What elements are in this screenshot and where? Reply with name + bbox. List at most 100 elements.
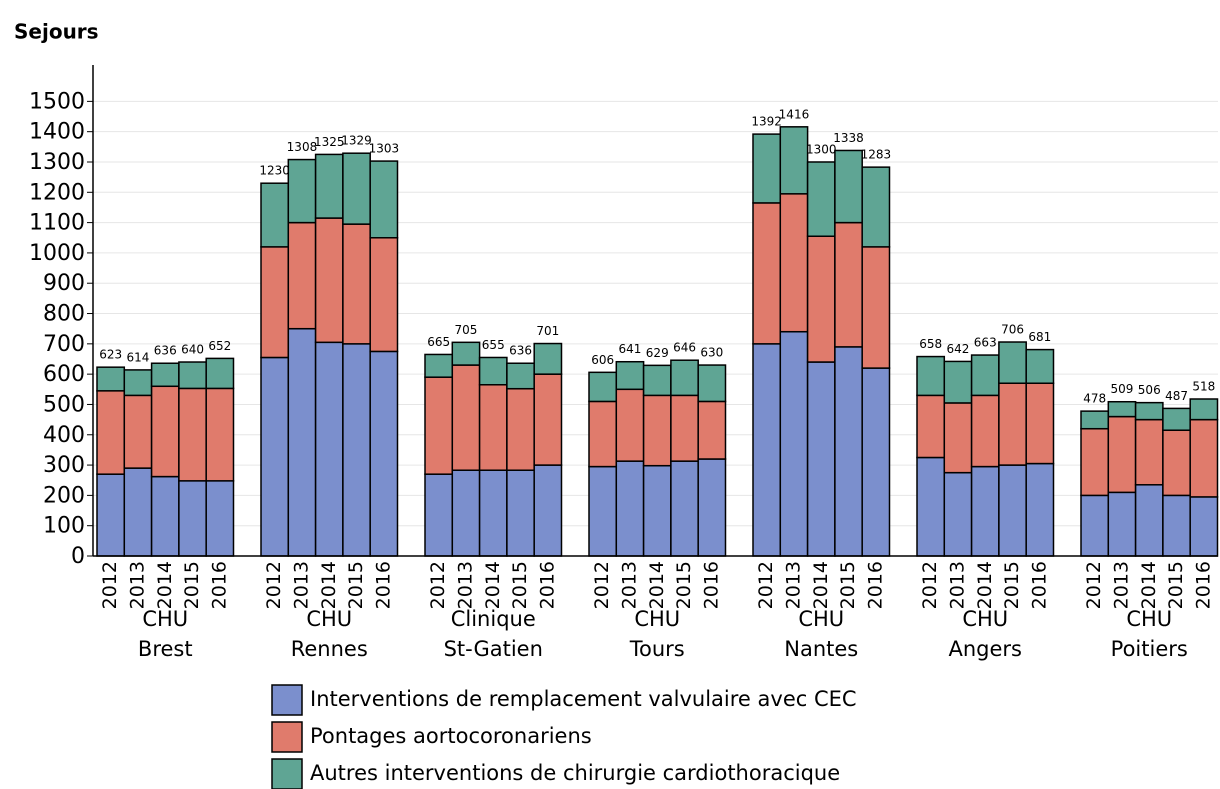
y-tick-label: 900 xyxy=(43,271,85,296)
bar-segment xyxy=(314,217,344,344)
bar-segment xyxy=(943,471,973,557)
total-label: 606 xyxy=(591,353,614,367)
x-tick-label: 2012 xyxy=(99,561,121,609)
bar-segment xyxy=(642,364,672,397)
y-tick-label: 1000 xyxy=(29,241,85,266)
bar-segment xyxy=(861,246,891,369)
bar-segment xyxy=(150,385,180,478)
legend-swatch xyxy=(271,758,303,789)
bar-segment xyxy=(1080,427,1110,497)
total-label: 636 xyxy=(154,344,177,358)
bar-segment xyxy=(342,152,371,225)
bar-segment xyxy=(369,160,399,239)
bar-segment xyxy=(314,341,344,557)
y-tick-label: 0 xyxy=(71,544,85,569)
total-label: 642 xyxy=(946,342,969,356)
total-label: 665 xyxy=(427,335,450,349)
total-label: 705 xyxy=(454,323,477,337)
bar-segment xyxy=(260,356,290,557)
bar-segment xyxy=(287,327,317,557)
x-tick-label: 2015 xyxy=(1165,561,1187,609)
bar-segment xyxy=(1107,400,1137,418)
bar-segment xyxy=(314,153,344,219)
bar-segment xyxy=(861,166,891,248)
x-tick-label: 2013 xyxy=(946,561,968,609)
x-tick-label: 2015 xyxy=(1001,561,1023,609)
group-label: CHU xyxy=(142,607,188,631)
x-tick-label: 2012 xyxy=(755,561,777,609)
total-label: 630 xyxy=(700,346,723,360)
total-label: 655 xyxy=(482,338,505,352)
total-label: 1230 xyxy=(259,164,290,178)
x-tick-label: 2015 xyxy=(837,561,859,609)
bar-segment xyxy=(697,458,727,557)
group-label: St-Gatien xyxy=(444,637,543,661)
legend-label: Pontages aortocoronariens xyxy=(310,724,592,748)
total-label: 706 xyxy=(1001,323,1024,337)
x-tick-label: 2016 xyxy=(1192,561,1214,609)
total-label: 614 xyxy=(126,350,149,364)
x-tick-label: 2012 xyxy=(1083,561,1105,609)
bar-segment xyxy=(1025,382,1055,465)
total-label: 646 xyxy=(673,341,696,355)
bar-segment xyxy=(150,362,180,388)
bar-segment xyxy=(916,394,946,459)
bar-segment xyxy=(287,158,317,224)
x-tick-label: 2015 xyxy=(181,561,203,609)
bar-segment xyxy=(96,473,126,557)
total-label: 1329 xyxy=(341,134,372,148)
bar-segment xyxy=(943,402,973,474)
bar-segment xyxy=(752,133,782,204)
group-label: Tours xyxy=(629,637,685,661)
bar-segment xyxy=(123,369,153,397)
total-label: 629 xyxy=(646,346,669,360)
bar-segment xyxy=(506,469,535,557)
x-tick-label: 2012 xyxy=(263,561,285,609)
bar-segment xyxy=(424,376,454,475)
bar-segment xyxy=(752,202,782,345)
bar-segment xyxy=(533,464,563,557)
bar-segment xyxy=(178,361,207,390)
bar-segment xyxy=(697,364,727,403)
chart-title: Sejours xyxy=(14,20,99,44)
x-tick-label: 2014 xyxy=(810,561,832,609)
x-tick-label: 2013 xyxy=(618,561,640,609)
bar-segment xyxy=(287,221,317,330)
total-label: 1325 xyxy=(314,135,345,149)
y-tick-label: 1500 xyxy=(29,89,85,114)
bar-segment xyxy=(123,394,153,469)
y-tick-label: 700 xyxy=(43,332,85,357)
bar-segment xyxy=(451,469,481,557)
x-tick-label: 2012 xyxy=(427,561,449,609)
bar-segment xyxy=(752,343,782,557)
bar-segment xyxy=(998,382,1027,466)
group-label: Rennes xyxy=(291,637,368,661)
total-label: 518 xyxy=(1192,380,1215,394)
y-tick-label: 1200 xyxy=(29,180,85,205)
total-label: 681 xyxy=(1028,330,1051,344)
y-tick-label: 400 xyxy=(43,423,85,448)
bar-segment xyxy=(533,373,563,466)
bar-segment xyxy=(1107,491,1137,557)
bar-segment xyxy=(96,366,126,392)
bar-segment xyxy=(670,460,699,557)
bar-segment xyxy=(970,394,1000,468)
y-tick-label: 100 xyxy=(43,514,85,539)
group-label: CHU xyxy=(798,607,844,631)
bar-segment xyxy=(1162,429,1191,497)
total-label: 641 xyxy=(618,342,641,356)
bar-segment xyxy=(970,354,1000,397)
bar-segment xyxy=(1189,418,1219,498)
bar-segment xyxy=(342,343,371,557)
x-tick-label: 2014 xyxy=(974,561,996,609)
bar-segment xyxy=(1134,418,1164,486)
bar-segment xyxy=(642,464,672,557)
bar-segment xyxy=(1080,410,1110,430)
bar-segment xyxy=(697,400,727,460)
y-tick-label: 1300 xyxy=(29,150,85,175)
group-label: CHU xyxy=(634,607,680,631)
bar-segment xyxy=(451,341,481,366)
total-label: 623 xyxy=(99,348,122,362)
total-label: 1416 xyxy=(779,107,810,121)
